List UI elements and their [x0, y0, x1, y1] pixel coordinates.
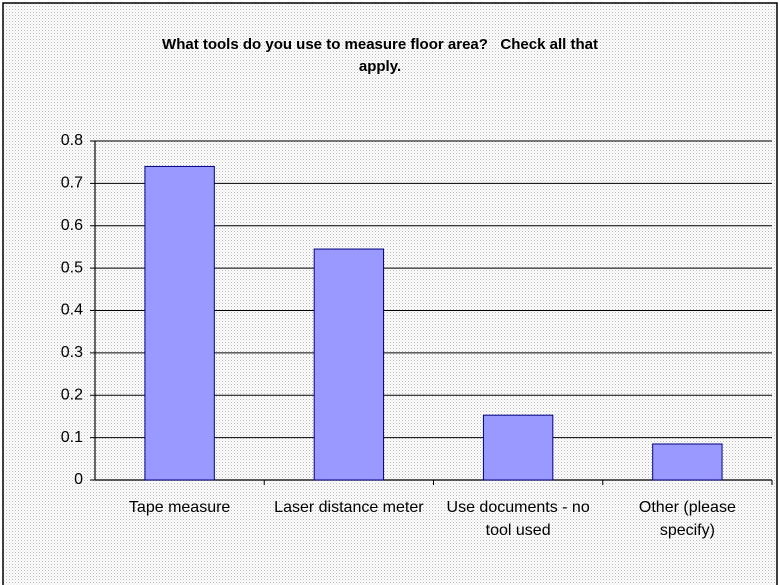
bar [144, 165, 215, 481]
bar [652, 443, 723, 481]
bar [313, 248, 385, 481]
y-tick-label: 0.7 [61, 175, 83, 192]
y-tick-label: 0.3 [61, 344, 83, 361]
y-tick-label: 0.6 [61, 217, 83, 234]
chart-title: What tools do you use to measure floor a… [162, 36, 598, 75]
x-tick-label: Tape measure [128, 499, 231, 516]
y-tick-label: 0 [74, 471, 83, 488]
y-tick-label: 0.8 [61, 132, 83, 149]
y-tick-label: 0.2 [61, 386, 83, 403]
bar [482, 414, 554, 481]
y-tick-label: 0.4 [61, 302, 83, 319]
y-tick-label: 0.1 [61, 429, 83, 446]
x-tick-label: Other (please specify) [638, 499, 736, 539]
y-tick-label: 0.5 [61, 259, 83, 276]
x-tick-label: Laser distance meter [274, 499, 424, 516]
x-tick-label: Use documents - no tool used [446, 499, 590, 539]
